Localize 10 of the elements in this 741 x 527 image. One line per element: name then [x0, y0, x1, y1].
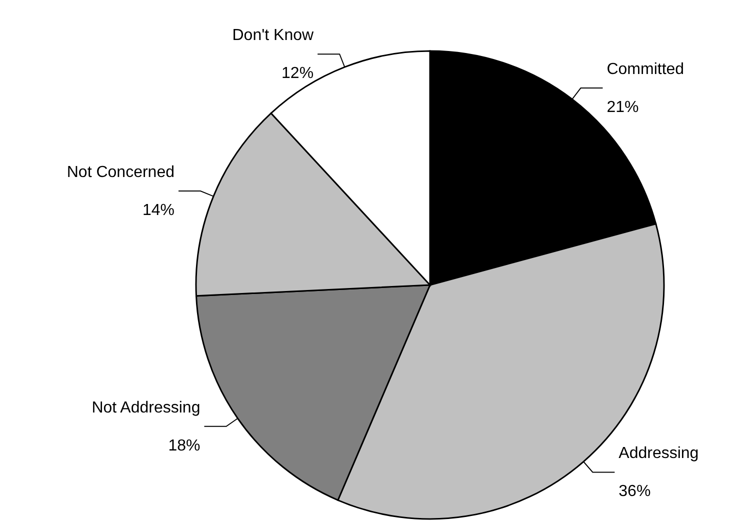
data-label: 21% [606, 99, 639, 116]
data-label: 18% [168, 437, 200, 454]
slice-label: Not Concerned [66, 164, 175, 181]
slice-label: Addressing [618, 445, 699, 462]
data-label: 36% [618, 483, 651, 500]
data-label: 14% [142, 202, 175, 219]
data-label: 12% [282, 65, 314, 82]
slice-label: Don't Know [232, 27, 314, 44]
slice-label: Not Addressing [92, 399, 200, 416]
slice-label: Committed [606, 61, 684, 78]
